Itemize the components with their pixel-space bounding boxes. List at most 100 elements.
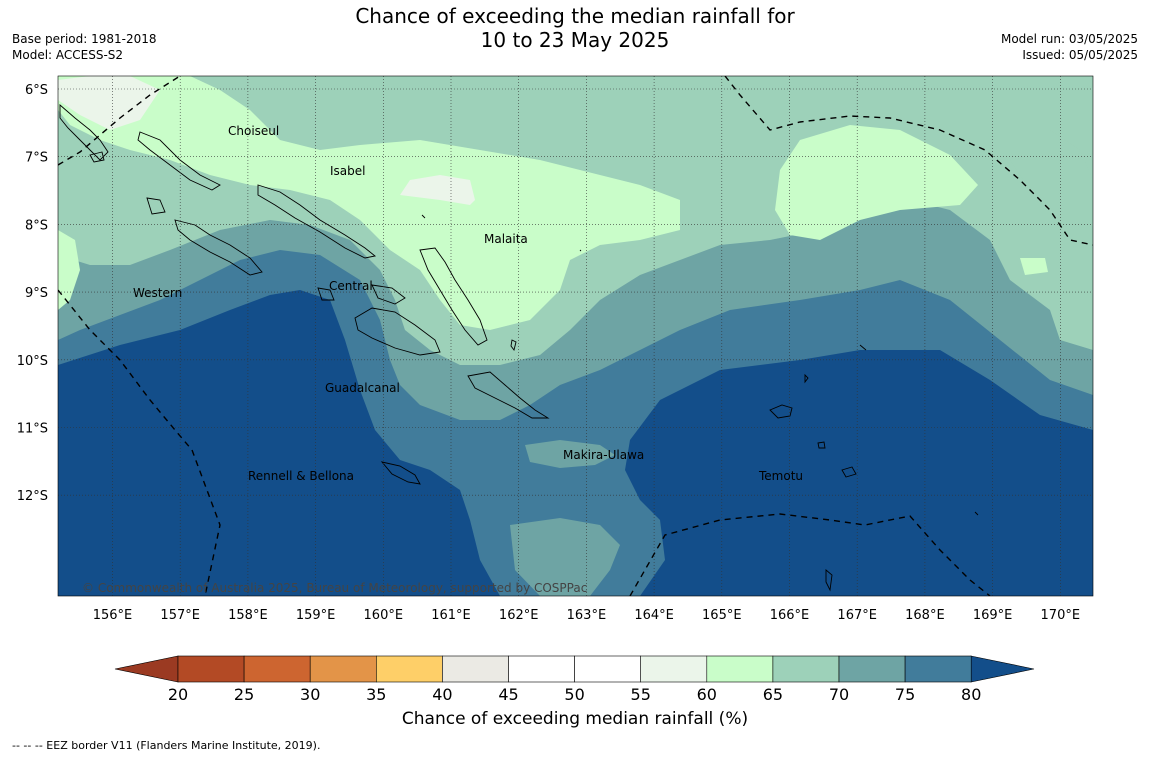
eez-border (58, 76, 1093, 596)
tikopia-coast (817, 441, 826, 449)
lon-label: 165°E (702, 608, 742, 623)
region-temotu: Temotu (758, 469, 803, 483)
region-rennell-bellona: Rennell & Bellona (248, 469, 354, 483)
lon-label: 158°E (228, 608, 268, 623)
contour-60-65 (58, 76, 680, 330)
eez-north-east (724, 76, 1093, 246)
eez-north-west (58, 76, 181, 166)
lon-label: 164°E (634, 608, 674, 623)
region-choiseul: Choiseul (228, 124, 279, 138)
vella-coast (146, 197, 166, 215)
region-labels: Choiseul Isabel Malaita Western Central … (133, 124, 803, 483)
colorbar-tick-label: 40 (432, 685, 452, 700)
rennell-coast (380, 461, 421, 485)
santa-cruz-coast (769, 404, 793, 419)
russell-coast (317, 287, 335, 301)
colorbar-tick-label: 25 (234, 685, 254, 700)
lat-label: 12°S (17, 489, 48, 504)
lon-label: 167°E (837, 608, 877, 623)
colorbar: 20 25 30 35 40 45 50 55 60 65 70 75 80 (114, 655, 1035, 700)
guadalcanal-coast (354, 307, 441, 356)
vanikoro-coast (841, 466, 857, 478)
colorbar-tick-label: 45 (498, 685, 518, 700)
lat-label: 8°S (25, 218, 48, 233)
title-line-1: Chance of exceeding the median rainfall … (355, 4, 795, 28)
contour-55-60-north (400, 175, 475, 205)
colorbar-tick-label: 60 (697, 685, 717, 700)
meta-left: Base period: 1981-2018 Model: ACCESS-S2 (12, 31, 157, 63)
shortland-coast (89, 151, 105, 163)
title-line-2: 10 to 23 May 2025 (480, 28, 670, 52)
colorbar-cell (772, 655, 840, 683)
eez-footnote: -- -- -- EEZ border V11 (Flanders Marine… (12, 739, 321, 752)
choiseul-coast (137, 131, 221, 191)
contour-60-65-small (1020, 258, 1048, 275)
colorbar-cell (375, 655, 443, 683)
lat-label: 10°S (17, 354, 48, 369)
colorbar-cell (574, 655, 641, 683)
contour-70-75-makira (525, 440, 615, 468)
lon-label: 168°E (905, 608, 945, 623)
map-frame (57, 75, 1094, 597)
lat-label: 6°S (25, 83, 48, 98)
region-central: Central (329, 279, 373, 293)
florida-coast (371, 284, 406, 305)
region-makira-ulawa: Makira-Ulawa (563, 448, 644, 462)
makira-coast (467, 371, 550, 419)
colorbar-cell (442, 655, 509, 683)
issued-date: Issued: 05/05/2025 (1022, 48, 1138, 62)
lon-label: 159°E (296, 608, 336, 623)
lon-label: 156°E (93, 608, 133, 623)
lon-label: 157°E (160, 608, 200, 623)
colorbar-cell (309, 655, 377, 683)
map-title: Chance of exceeding the median rainfall … (0, 4, 1150, 52)
contour-60-65-west (58, 230, 80, 310)
base-period: Base period: 1981-2018 (12, 32, 157, 46)
region-guadalcanal: Guadalcanal (325, 381, 400, 395)
eez-south-east (629, 513, 991, 596)
isabel-coast (257, 184, 377, 259)
colorbar-cell (640, 655, 708, 683)
colorbar-tick-label: 80 (961, 685, 981, 700)
lon-label: 166°E (770, 608, 810, 623)
lat-label: 9°S (25, 286, 48, 301)
colorbar-under-arrow (114, 655, 179, 683)
lon-label: 160°E (364, 608, 404, 623)
colorbar-over-arrow (970, 655, 1035, 683)
contour-55-60-nw (58, 76, 160, 130)
lon-label: 169°E (973, 608, 1013, 623)
colorbar-cell (177, 655, 245, 683)
colorbar-tick-label: 70 (829, 685, 849, 700)
rainfall-map: 6°S 7°S 8°S 9°S 10°S 11°S 12°S 156°E 157°E 158°E… (17, 75, 1094, 700)
model-name: Model: ACCESS-S2 (12, 48, 124, 62)
colorbar-tick-label: 35 (366, 685, 386, 700)
latitude-labels: 6°S 7°S 8°S 9°S 10°S 11°S 12°S (17, 83, 48, 504)
colorbar-cell (508, 655, 575, 683)
colorbar-label: Chance of exceeding median rainfall (%) (401, 709, 749, 729)
colorbar-cell (838, 655, 906, 683)
contour-70-75-south (510, 518, 620, 596)
longitude-labels: 156°E 157°E 158°E 159°E 160°E 161°E 162°E 163°E… (93, 608, 1080, 623)
colorbar-tick-label: 50 (564, 685, 584, 700)
bougainville-coast (59, 104, 109, 161)
lon-label: 162°E (499, 608, 539, 623)
colorbar-cell (706, 655, 774, 683)
lat-label: 11°S (17, 422, 48, 437)
colorbar-tick-label: 55 (631, 685, 651, 700)
colorbar-tick-label: 65 (763, 685, 783, 700)
colorbar-tick-label: 20 (168, 685, 188, 700)
contour-65-70-east (1010, 130, 1093, 230)
region-malaita: Malaita (484, 232, 528, 246)
colorbar-tick-label: 30 (300, 685, 320, 700)
colorbar-tick-label: 75 (895, 685, 915, 700)
region-western: Western (133, 286, 182, 300)
lon-label: 163°E (567, 608, 607, 623)
malaita-coast (419, 247, 488, 346)
small-isles-coast (421, 214, 979, 516)
eez-west (58, 289, 221, 596)
meta-right: Model run: 03/05/2025 Issued: 05/05/2025 (1001, 31, 1138, 63)
contour-60-65-east (775, 125, 978, 240)
copyright-notice: © Commonwealth of Australia 2025, Bureau… (82, 581, 587, 595)
region-isabel: Isabel (330, 164, 365, 178)
anuta-coast (825, 569, 833, 592)
